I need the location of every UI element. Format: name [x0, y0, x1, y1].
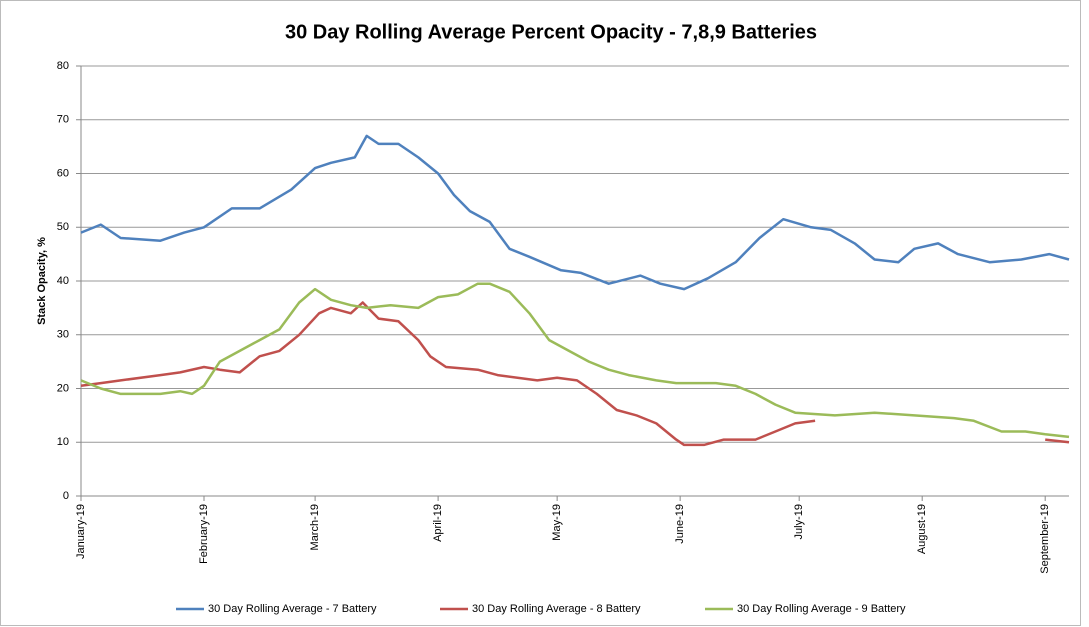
y-tick-label: 30 — [57, 329, 69, 341]
y-tick-label: 70 — [57, 114, 69, 126]
chart-title: 30 Day Rolling Average Percent Opacity -… — [285, 21, 817, 43]
y-tick-label: 10 — [57, 436, 69, 448]
x-tick-label: July-19 — [793, 504, 805, 539]
series-line — [80, 301, 1070, 447]
x-tick-label: May-19 — [551, 504, 563, 541]
y-tick-label: 40 — [57, 275, 69, 287]
y-tick-label: 50 — [57, 221, 69, 233]
series-line — [80, 134, 1070, 291]
y-tick-label: 80 — [57, 60, 69, 72]
x-tick-label: June-19 — [674, 504, 686, 544]
x-tick-label: March-19 — [309, 504, 321, 550]
x-tick-label: January-19 — [75, 504, 87, 559]
series-line — [80, 282, 1070, 439]
legend-label: 30 Day Rolling Average - 7 Battery — [208, 603, 377, 615]
x-tick-label: August-19 — [916, 504, 928, 554]
y-tick-label: 20 — [57, 382, 69, 394]
y-tick-label: 0 — [63, 490, 69, 502]
x-tick-label: February-19 — [198, 504, 210, 564]
y-tick-label: 60 — [57, 167, 69, 179]
x-tick-label: April-19 — [432, 504, 444, 542]
y-axis-title: Stack Opacity, % — [36, 237, 48, 325]
x-tick-label: September-19 — [1039, 504, 1051, 574]
legend-label: 30 Day Rolling Average - 9 Battery — [737, 603, 906, 615]
legend-label: 30 Day Rolling Average - 8 Battery — [472, 603, 641, 615]
